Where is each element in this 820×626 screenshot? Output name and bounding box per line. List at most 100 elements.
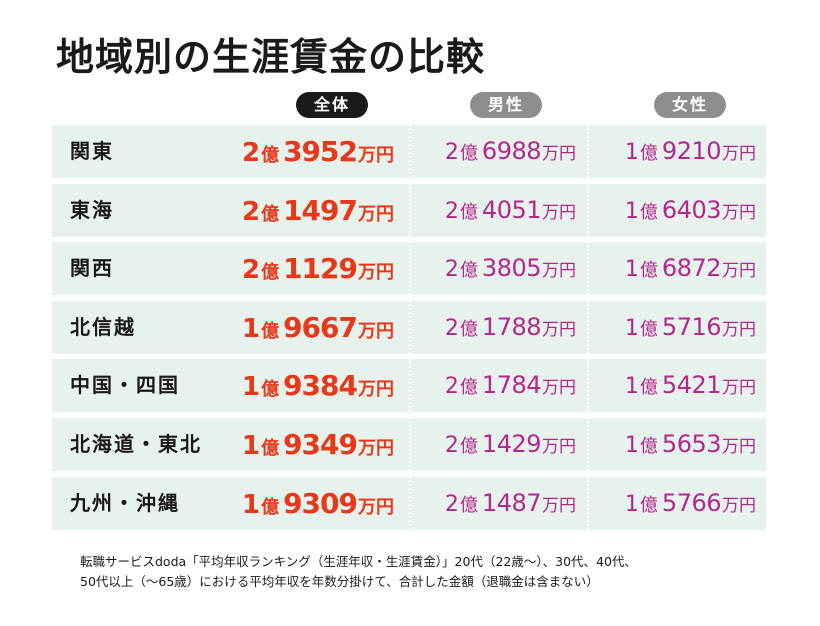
oku-unit: 億 <box>261 145 280 166</box>
value-all: 2億 1129万円 <box>242 242 394 295</box>
oku-number: 2 <box>444 433 459 458</box>
table-row: 北海道・東北 1億 9349万円 2億 1429万円 1億 5653万円 <box>52 418 766 471</box>
man-number: 5653 <box>661 430 722 458</box>
man-number: 9210 <box>661 137 722 165</box>
column-divider <box>409 242 411 296</box>
oku-number: 2 <box>241 138 261 168</box>
man-number: 9309 <box>283 486 358 520</box>
oku-number: 1 <box>624 491 639 517</box>
oku-number: 1 <box>241 372 261 403</box>
man-number: 3805 <box>481 254 542 283</box>
footnote: 転職サービスdoda「平均年収ランキング（生涯年収・生涯賃金）」20代（22歳～… <box>80 552 800 592</box>
oku-unit: 億 <box>261 320 280 342</box>
value-male: 2億 1784万円 <box>445 359 576 412</box>
man-number: 6872 <box>661 254 722 283</box>
man-unit: 万円 <box>722 378 756 399</box>
oku-unit: 億 <box>261 379 280 401</box>
man-unit: 万円 <box>542 144 576 164</box>
oku-number: 2 <box>444 140 459 165</box>
column-divider <box>587 418 589 471</box>
value-all: 1億 9349万円 <box>242 418 394 471</box>
oku-unit: 億 <box>639 201 658 223</box>
man-unit: 万円 <box>722 202 756 223</box>
table-row: 東海 2億 1497万円 2億 4051万円 1億 6403万円 <box>52 183 766 237</box>
region-label: 関東 <box>70 139 114 163</box>
man-unit: 万円 <box>542 437 576 457</box>
oku-number: 1 <box>241 489 261 520</box>
man-number: 9384 <box>283 369 358 403</box>
oku-number: 1 <box>624 198 639 224</box>
man-unit: 万円 <box>358 203 394 225</box>
man-unit: 万円 <box>358 496 394 518</box>
oku-unit: 億 <box>459 260 478 282</box>
oku-unit: 億 <box>261 262 280 284</box>
value-female: 1億 5653万円 <box>625 418 756 471</box>
column-divider <box>409 359 411 413</box>
oku-number: 1 <box>241 431 261 461</box>
man-unit: 万円 <box>542 495 576 516</box>
table-row: 中国・四国 1億 9384万円 2億 1784万円 1億 5421万円 <box>52 359 766 413</box>
oku-number: 1 <box>624 433 639 458</box>
table-row: 関東 2億 3952万円 2億 6988万円 1億 9210万円 <box>52 125 766 178</box>
column-divider <box>587 242 589 296</box>
value-male: 2億 1788万円 <box>445 301 576 354</box>
value-male: 2億 1487万円 <box>445 477 576 530</box>
oku-unit: 億 <box>639 260 658 282</box>
man-unit: 万円 <box>722 144 756 164</box>
man-unit: 万円 <box>358 262 394 284</box>
header-all: 全体 <box>296 92 368 118</box>
oku-number: 2 <box>444 198 459 224</box>
table-row: 関西 2億 1129万円 2億 3805万円 1億 6872万円 <box>52 242 766 296</box>
oku-unit: 億 <box>459 436 478 457</box>
man-number: 5766 <box>661 488 722 517</box>
man-unit: 万円 <box>722 437 756 457</box>
column-divider <box>587 359 589 413</box>
value-all: 2億 3952万円 <box>242 125 394 178</box>
oku-unit: 億 <box>639 377 658 399</box>
oku-number: 2 <box>241 196 261 227</box>
oku-unit: 億 <box>261 203 280 225</box>
column-divider <box>409 125 411 178</box>
footnote-line-1: 転職サービスdoda「平均年収ランキング（生涯年収・生涯賃金）」20代（22歳～… <box>80 554 637 569</box>
table-row: 九州・沖縄 1億 9309万円 2億 1487万円 1億 5766万円 <box>52 476 766 530</box>
oku-unit: 億 <box>639 143 658 164</box>
man-unit: 万円 <box>358 320 394 342</box>
oku-unit: 億 <box>459 377 478 399</box>
page-title: 地域別の生涯賃金の比較 <box>56 35 486 79</box>
man-unit: 万円 <box>722 261 756 282</box>
oku-number: 2 <box>241 255 261 286</box>
man-number: 1487 <box>481 488 542 517</box>
column-divider <box>409 476 411 530</box>
header-male: 男性 <box>470 92 542 118</box>
value-female: 1億 6872万円 <box>625 242 756 295</box>
man-number: 5421 <box>661 371 722 400</box>
value-female: 1億 5716万円 <box>625 301 756 354</box>
oku-unit: 億 <box>459 201 478 223</box>
column-divider <box>409 183 411 237</box>
man-unit: 万円 <box>722 319 756 340</box>
region-label: 北海道・東北 <box>70 432 202 456</box>
column-divider <box>587 183 589 237</box>
value-male: 2億 1429万円 <box>445 418 576 471</box>
man-number: 3952 <box>283 135 358 168</box>
man-unit: 万円 <box>722 495 756 516</box>
oku-number: 1 <box>624 140 639 165</box>
man-number: 1129 <box>283 252 358 286</box>
oku-unit: 億 <box>459 494 478 516</box>
value-female: 1億 9210万円 <box>625 125 756 178</box>
value-female: 1億 5766万円 <box>625 477 756 530</box>
oku-number: 1 <box>624 374 639 400</box>
value-all: 2億 1497万円 <box>242 184 394 237</box>
value-female: 1億 6403万円 <box>625 184 756 237</box>
man-number: 6403 <box>661 195 722 224</box>
man-unit: 万円 <box>358 145 394 166</box>
value-female: 1億 5421万円 <box>625 359 756 412</box>
oku-unit: 億 <box>639 436 658 457</box>
oku-number: 2 <box>444 491 459 517</box>
man-number: 1497 <box>283 193 358 227</box>
region-label: 関西 <box>70 256 114 281</box>
value-all: 1億 9667万円 <box>242 301 394 354</box>
man-number: 1429 <box>481 430 542 458</box>
man-number: 6988 <box>481 137 542 165</box>
man-number: 1788 <box>481 312 542 341</box>
